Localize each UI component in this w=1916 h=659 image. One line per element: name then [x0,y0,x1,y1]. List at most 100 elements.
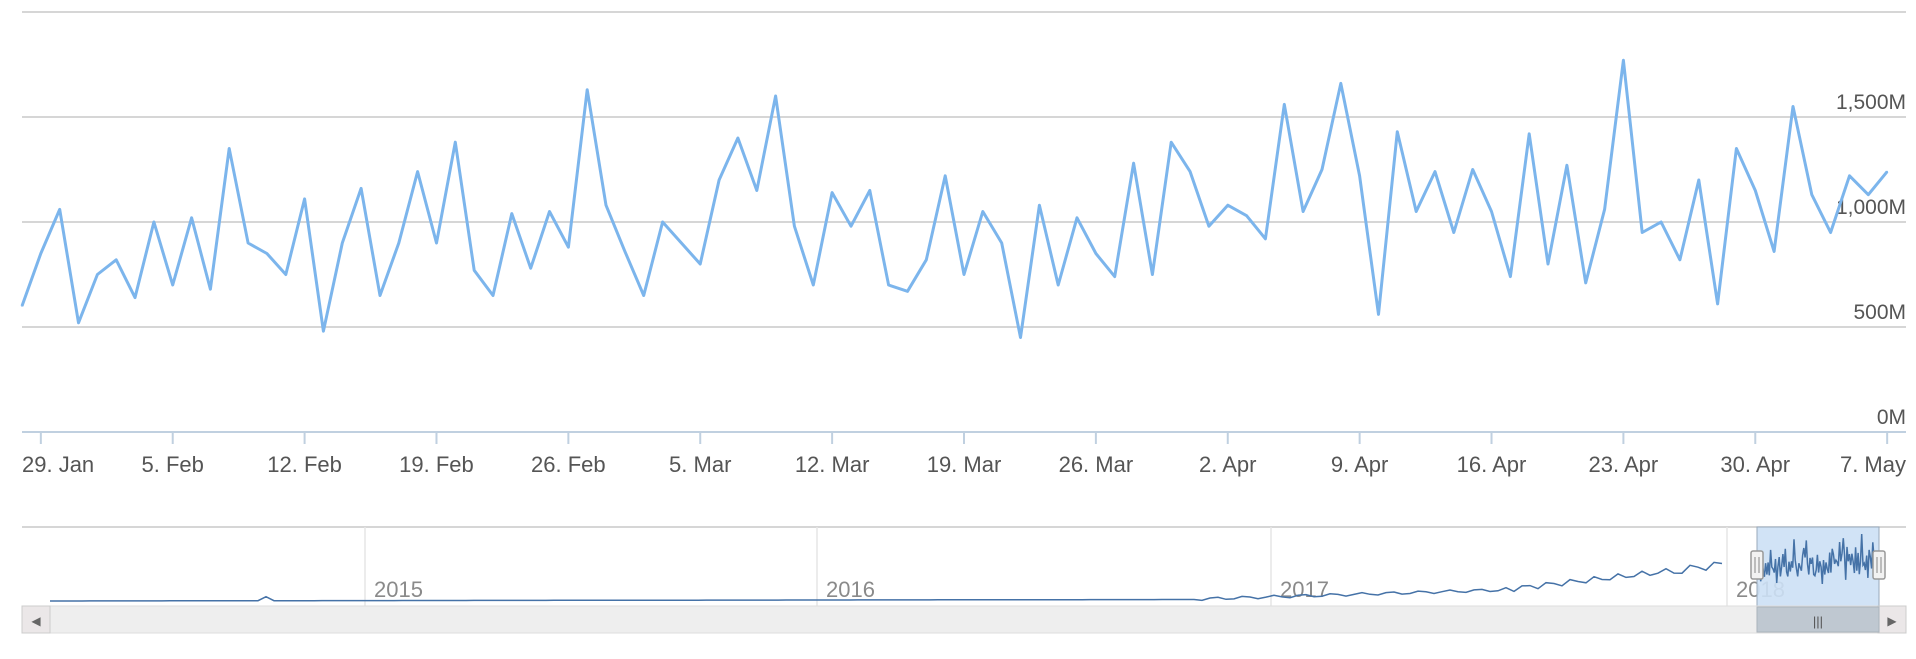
x-tick-label: 19. Feb [399,452,474,477]
data-point [1000,242,1003,244]
x-tick-label: 5. Feb [142,452,204,477]
data-point [1321,168,1323,171]
data-point [341,242,344,244]
x-tick-label: 7. May [1840,452,1906,477]
data-point [793,225,796,227]
scrollbar-grip-icon[interactable]: ||| [1813,614,1823,629]
data-point [567,246,570,248]
navigator-year-label: 2016 [826,577,875,602]
data-point [115,259,117,261]
data-point [190,217,193,219]
x-tick-label: 2. Apr [1199,452,1256,477]
data-point [284,273,287,276]
data-point [1848,175,1851,177]
data-point [812,284,815,286]
navigator-year-label: 2017 [1280,577,1329,602]
data-point [511,212,513,215]
data-point [1340,82,1342,85]
data-point [1584,282,1587,284]
data-point [1792,105,1794,108]
scroll-left-button[interactable] [21,605,51,634]
data-point [58,208,61,211]
data-point [1622,59,1625,62]
scrollbar-thumb[interactable] [1756,606,1880,633]
data-point [982,210,984,213]
navigator-series-line [50,561,1723,602]
x-tick-label: 12. Mar [795,452,870,477]
data-point [661,221,664,223]
data-point [906,290,909,293]
data-point [1754,189,1757,192]
data-point [247,242,249,244]
series-line [20,58,1889,339]
data-point [1773,250,1775,253]
data-point [1886,170,1888,173]
data-point [322,330,325,333]
data-point [642,294,645,297]
data-point [40,252,42,255]
grid-lines [22,11,1906,328]
data-point [1396,130,1399,133]
y-tick-label: 0M [1877,406,1906,429]
data-point [1735,147,1738,150]
data-point [1829,231,1832,234]
data-point [1716,303,1719,305]
data-point [1377,313,1380,316]
navigator-left-handle[interactable] [1750,550,1764,580]
data-point [416,170,419,173]
x-tick-label: 12. Feb [267,452,342,477]
data-point [548,210,551,213]
data-point [850,225,852,227]
data-point [1528,133,1530,135]
data-point [1057,284,1059,286]
navigator[interactable]: 2015201620172018◀▶||| [21,526,1907,634]
data-point [1283,103,1286,106]
navigator-right-handle[interactable] [1872,550,1886,580]
scroll-left-arrow-icon[interactable]: ◀ [31,614,41,628]
x-tick-label: 26. Feb [531,452,606,477]
data-point [1245,214,1248,217]
x-tick-label: 23. Apr [1589,452,1659,477]
data-point [1603,208,1606,211]
scroll-right-arrow-icon[interactable]: ▶ [1887,614,1897,628]
data-point [1641,231,1644,234]
data-point [586,88,588,91]
data-point [1867,193,1870,196]
data-point [77,322,80,324]
navigator-year-label: 2015 [374,577,423,602]
y-tick-label: 1,500M [1836,91,1906,114]
data-point [1811,193,1813,196]
x-axis: 29. Jan 5. Feb 12. Feb 19. Feb 26. Feb 5. Mar… [22,431,1906,477]
data-point [96,273,99,276]
data-point [1113,275,1116,278]
data-point [1434,170,1436,173]
data-point [473,269,475,272]
data-point [944,175,946,177]
data-point [1226,204,1229,206]
navigator-selected-series [1756,533,1880,585]
y-tick-label: 500M [1853,301,1906,324]
data-point [454,141,457,143]
data-point [21,305,23,307]
data-point [1566,164,1568,167]
data-point [624,250,626,253]
data-point [134,296,136,299]
data-point [360,187,362,190]
data-point [887,284,890,286]
data-point [737,137,739,139]
data-point [1302,210,1304,213]
data-point [1264,238,1267,240]
y-axis-labels: 0M 500M 1,000M 1,500M [1836,91,1906,429]
data-point [774,95,777,97]
data-point [1471,168,1474,171]
data-point [1019,336,1022,339]
x-tick-label: 19. Mar [927,452,1002,477]
data-point [869,189,871,192]
data-point [1547,263,1549,265]
data-point [266,252,268,255]
scrollbar-track[interactable] [21,605,1907,634]
x-tick-label: 16. Apr [1457,452,1527,477]
data-point [699,263,702,265]
